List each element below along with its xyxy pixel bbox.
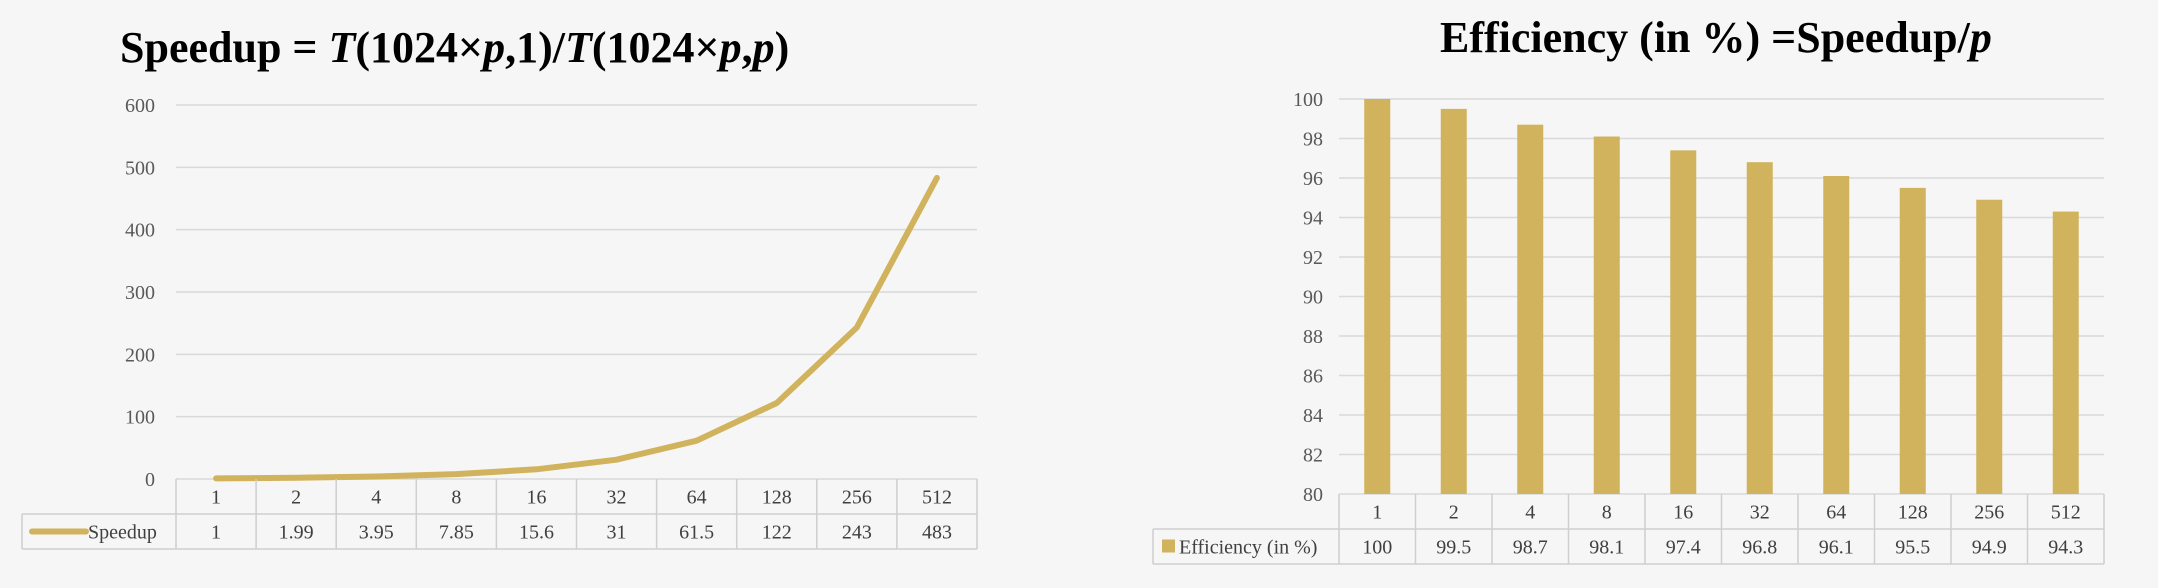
table-value-cell: 94.3 — [2048, 537, 2083, 559]
x-category-label: 64 — [1826, 502, 1846, 524]
x-category-label: 1 — [1372, 502, 1382, 524]
efficiency-bar — [1364, 99, 1391, 494]
speedup-chart-title: Speedup = T(1024×p,1)/T(1024×p,p) — [120, 23, 789, 72]
efficiency-chart-title: Efficiency (in %) =Speedup/p — [1440, 13, 1992, 62]
x-category-label: 16 — [526, 487, 546, 509]
table-value-cell: 96.8 — [1742, 537, 1777, 559]
y-tick-label: 600 — [125, 95, 155, 117]
table-value-cell: 1.99 — [279, 522, 314, 544]
efficiency-chart: Efficiency (in %) =Speedup/p 80828486889… — [1152, 13, 2105, 565]
x-category-label: 64 — [687, 487, 707, 509]
table-value-cell: 7.85 — [439, 522, 474, 544]
y-tick-label: 94 — [1303, 208, 1323, 230]
y-tick-label: 0 — [145, 469, 155, 491]
table-value-cell: 100 — [1362, 537, 1392, 559]
table-value-cell: 96.1 — [1819, 537, 1854, 559]
table-value-cell: 98.1 — [1589, 537, 1624, 559]
efficiency-bar — [1976, 199, 2003, 494]
efficiency-bar — [1823, 176, 1850, 494]
efficiency-bar — [1746, 162, 1773, 494]
y-tick-label: 84 — [1303, 405, 1323, 427]
efficiency-data-table: 1 2 4 8 16 32 64 128 256 512 100 99.5 98.7 98.1 97.4 96… — [1152, 494, 2105, 565]
x-category-label: 128 — [762, 487, 792, 509]
table-value-cell: 1 — [211, 522, 221, 544]
y-tick-label: 80 — [1303, 484, 1323, 506]
y-tick-label: 500 — [125, 157, 155, 179]
legend-bar-swatch — [1162, 539, 1175, 553]
x-category-label: 512 — [2051, 502, 2081, 524]
efficiency-plot — [1364, 99, 2079, 495]
x-category-label: 2 — [1449, 502, 1459, 524]
y-tick-label: 400 — [125, 220, 155, 242]
x-category-label: 8 — [451, 487, 461, 509]
speedup-gridlines — [176, 104, 977, 480]
y-tick-label: 100 — [1293, 89, 1323, 111]
y-tick-label: 88 — [1303, 326, 1323, 348]
efficiency-y-axis-ticks: 80 82 84 86 88 90 92 94 96 98 100 — [1293, 89, 1323, 506]
efficiency-bar — [2052, 211, 2079, 494]
y-tick-label: 98 — [1303, 129, 1323, 151]
y-tick-label: 86 — [1303, 366, 1323, 388]
table-value-cell: 95.5 — [1895, 537, 1930, 559]
table-value-cell: 98.7 — [1513, 537, 1548, 559]
y-tick-label: 96 — [1303, 168, 1323, 190]
efficiency-bar — [1899, 187, 1926, 494]
table-value-cell: 31 — [607, 522, 627, 544]
table-value-cell: 99.5 — [1436, 537, 1471, 559]
efficiency-bar — [1517, 124, 1544, 495]
x-category-label: 16 — [1673, 502, 1693, 524]
speedup-data-table: 1 2 4 8 16 32 64 128 256 512 1 1.99 3.95 7.85 15.6 31 61… — [21, 479, 978, 550]
x-category-label: 32 — [1750, 502, 1770, 524]
x-category-label: 256 — [1974, 502, 2004, 524]
legend-series-name: Efficiency (in %) — [1179, 537, 1317, 559]
table-value-cell: 94.9 — [1972, 537, 2007, 559]
efficiency-bar — [1670, 150, 1697, 494]
x-category-label: 128 — [1898, 502, 1928, 524]
x-category-label: 256 — [842, 487, 872, 509]
speedup-plot — [213, 174, 940, 482]
table-value-cell: 61.5 — [679, 522, 714, 544]
y-tick-label: 82 — [1303, 445, 1323, 467]
speedup-chart: Speedup = T(1024×p,1)/T(1024×p,p) 010020… — [21, 23, 978, 550]
y-tick-label: 300 — [125, 282, 155, 304]
speedup-series-line — [213, 174, 940, 482]
x-category-label: 2 — [291, 487, 301, 509]
y-tick-label: 92 — [1303, 247, 1323, 269]
efficiency-bar — [1593, 136, 1620, 494]
x-category-label: 8 — [1602, 502, 1612, 524]
table-value-cell: 483 — [922, 522, 952, 544]
y-tick-label: 200 — [125, 344, 155, 366]
x-category-label: 512 — [922, 487, 952, 509]
legend-series-name: Speedup — [88, 522, 157, 544]
x-category-label: 32 — [607, 487, 627, 509]
x-category-label: 4 — [1525, 502, 1535, 524]
y-tick-label: 100 — [125, 407, 155, 429]
efficiency-bar — [1440, 108, 1467, 494]
x-category-label: 1 — [211, 487, 221, 509]
table-value-cell: 15.6 — [519, 522, 554, 544]
table-value-cell: 122 — [762, 522, 792, 544]
table-value-cell: 97.4 — [1666, 537, 1701, 559]
x-category-label: 4 — [371, 487, 381, 509]
y-tick-label: 90 — [1303, 287, 1323, 309]
table-value-cell: 3.95 — [359, 522, 394, 544]
table-value-cell: 243 — [842, 522, 872, 544]
speedup-y-axis-ticks: 0 100 200 300 400 500 600 — [125, 95, 155, 491]
